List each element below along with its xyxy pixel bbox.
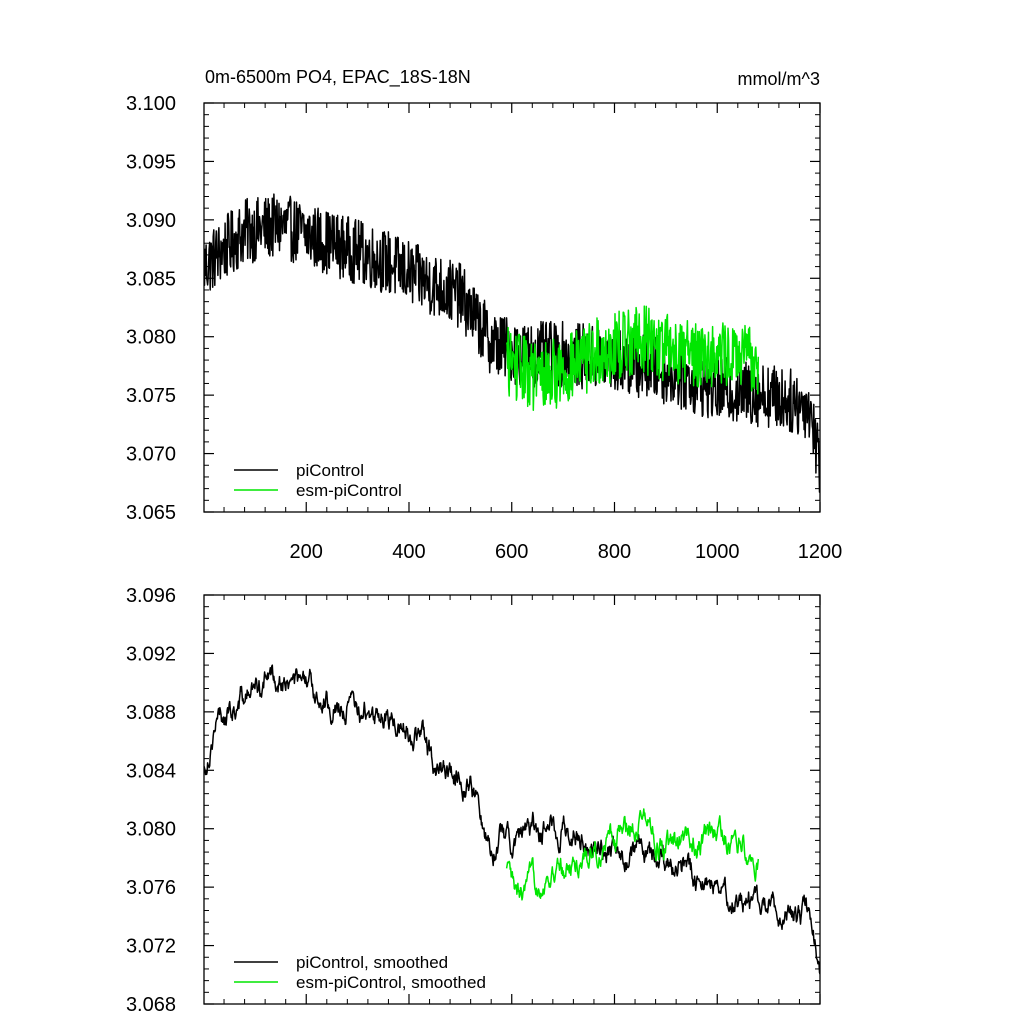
plot-frame bbox=[203, 594, 821, 1005]
x-tick-label: 600 bbox=[495, 541, 528, 563]
x-tick-label: 800 bbox=[598, 541, 631, 563]
y-tick-label: 3.090 bbox=[126, 210, 176, 232]
top-chart-units: mmol/m^3 bbox=[738, 69, 820, 89]
series-line-esm-picontrol bbox=[505, 305, 760, 412]
x-tick-label: 200 bbox=[290, 541, 323, 563]
top-legend: piControl esm-piControl bbox=[234, 461, 402, 500]
y-tick-label: 3.084 bbox=[126, 760, 176, 782]
plot-frame bbox=[203, 102, 821, 513]
x-tick-label: 1000 bbox=[695, 541, 740, 563]
y-tick-label: 3.065 bbox=[126, 502, 176, 524]
y-tick-label: 3.075 bbox=[126, 385, 176, 407]
y-tick-label: 3.080 bbox=[126, 819, 176, 841]
y-tick-label: 3.080 bbox=[126, 327, 176, 349]
series-line-picontrol bbox=[204, 193, 820, 493]
legend-label-esm-picontrol-smoothed: esm-piControl, smoothed bbox=[296, 973, 486, 992]
x-tick-label: 1200 bbox=[798, 541, 843, 563]
top-chart-title: 0m-6500m PO4, EPAC_18S-18N bbox=[205, 67, 471, 88]
bottom-chart: 3.068 3.072 3.076 3.080 3.084 3.088 3.092 3.096 bbox=[126, 585, 821, 1016]
y-tick-label: 3.085 bbox=[126, 268, 176, 290]
y-tick-label: 3.095 bbox=[126, 151, 176, 173]
y-tick-label: 3.096 bbox=[126, 585, 176, 607]
y-tick-label: 3.100 bbox=[126, 93, 176, 115]
y-tick-label: 3.088 bbox=[126, 702, 176, 724]
y-tick-label: 3.072 bbox=[126, 936, 176, 958]
series-line-picontrol-smoothed bbox=[204, 664, 820, 975]
top-chart: 3.065 3.070 3.075 3.080 3.085 3.090 3.095 3.100… bbox=[126, 93, 842, 563]
legend-label-picontrol-smoothed: piControl, smoothed bbox=[296, 953, 448, 972]
legend-label-picontrol: piControl bbox=[296, 461, 364, 480]
y-tick-label: 3.092 bbox=[126, 643, 176, 665]
bottom-legend: piControl, smoothed esm-piControl, smoot… bbox=[234, 953, 486, 992]
series-line-esm-picontrol-smoothed bbox=[505, 808, 760, 901]
legend-label-esm-picontrol: esm-piControl bbox=[296, 481, 402, 500]
y-tick-label: 3.068 bbox=[126, 994, 176, 1016]
x-tick-label: 400 bbox=[392, 541, 425, 563]
y-tick-label: 3.076 bbox=[126, 877, 176, 899]
y-tick-label: 3.070 bbox=[126, 444, 176, 466]
